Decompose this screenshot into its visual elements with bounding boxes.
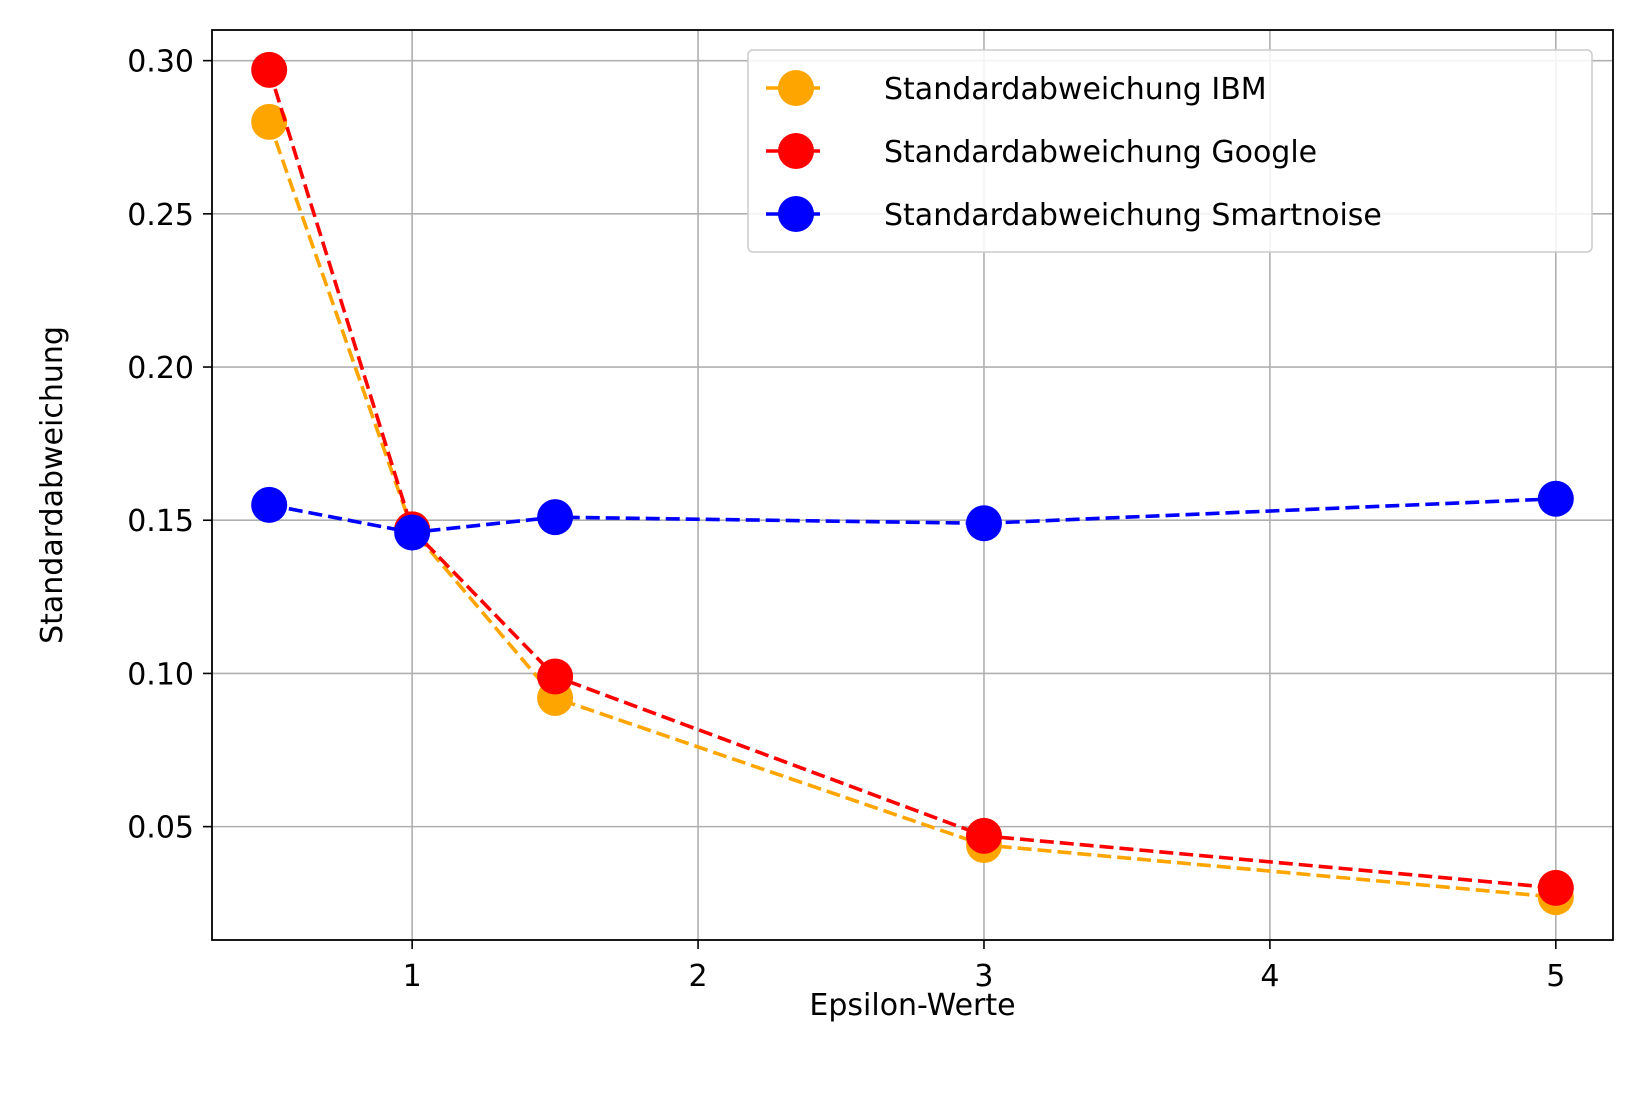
series-2 xyxy=(251,480,1574,551)
data-point xyxy=(537,499,574,536)
legend-marker xyxy=(778,196,814,232)
plot-frame xyxy=(211,29,1614,941)
legend-item: Standardabweichung Google xyxy=(766,133,1317,170)
y-tick-label: 0.20 xyxy=(127,351,194,386)
data-point xyxy=(251,486,288,523)
x-axis-label: Epsilon-Werte xyxy=(809,988,1015,1023)
data-point xyxy=(1537,869,1574,906)
data-point xyxy=(394,514,431,551)
series-layer xyxy=(251,51,1574,916)
y-axis-ticks: 0.05 0.10 0.15 0.20 0.25 0.30 xyxy=(127,45,212,846)
data-point xyxy=(251,103,288,140)
y-tick-label: 0.10 xyxy=(127,657,194,692)
x-axis-ticks: 1 2 3 4 5 xyxy=(403,940,1565,994)
x-tick-label: 2 xyxy=(689,959,708,994)
y-tick-label: 0.25 xyxy=(127,198,194,233)
legend-item: Standardabweichung Smartnoise xyxy=(766,196,1382,233)
legend-box xyxy=(747,49,1593,253)
data-point xyxy=(965,817,1002,854)
x-tick-label: 5 xyxy=(1546,959,1565,994)
y-axis-label: Standardabweichung xyxy=(35,326,70,644)
legend: Standardabweichung IBM Standardabweichung… xyxy=(747,49,1593,253)
data-point xyxy=(251,51,288,88)
legend-marker xyxy=(778,133,814,169)
legend-label: Standardabweichung Google xyxy=(884,135,1317,170)
legend-label: Standardabweichung IBM xyxy=(884,72,1267,107)
y-tick-label: 0.15 xyxy=(127,504,194,539)
x-tick-label: 4 xyxy=(1260,959,1279,994)
data-point xyxy=(537,658,574,695)
legend-label: Standardabweichung Smartnoise xyxy=(884,198,1382,233)
y-tick-label: 0.05 xyxy=(127,811,194,846)
legend-item: Standardabweichung IBM xyxy=(766,70,1267,107)
x-tick-label: 3 xyxy=(974,959,993,994)
y-tick-label: 0.30 xyxy=(127,45,194,80)
data-point xyxy=(1537,480,1574,517)
data-point xyxy=(965,505,1002,542)
legend-marker xyxy=(778,70,814,106)
x-tick-label: 1 xyxy=(403,959,422,994)
